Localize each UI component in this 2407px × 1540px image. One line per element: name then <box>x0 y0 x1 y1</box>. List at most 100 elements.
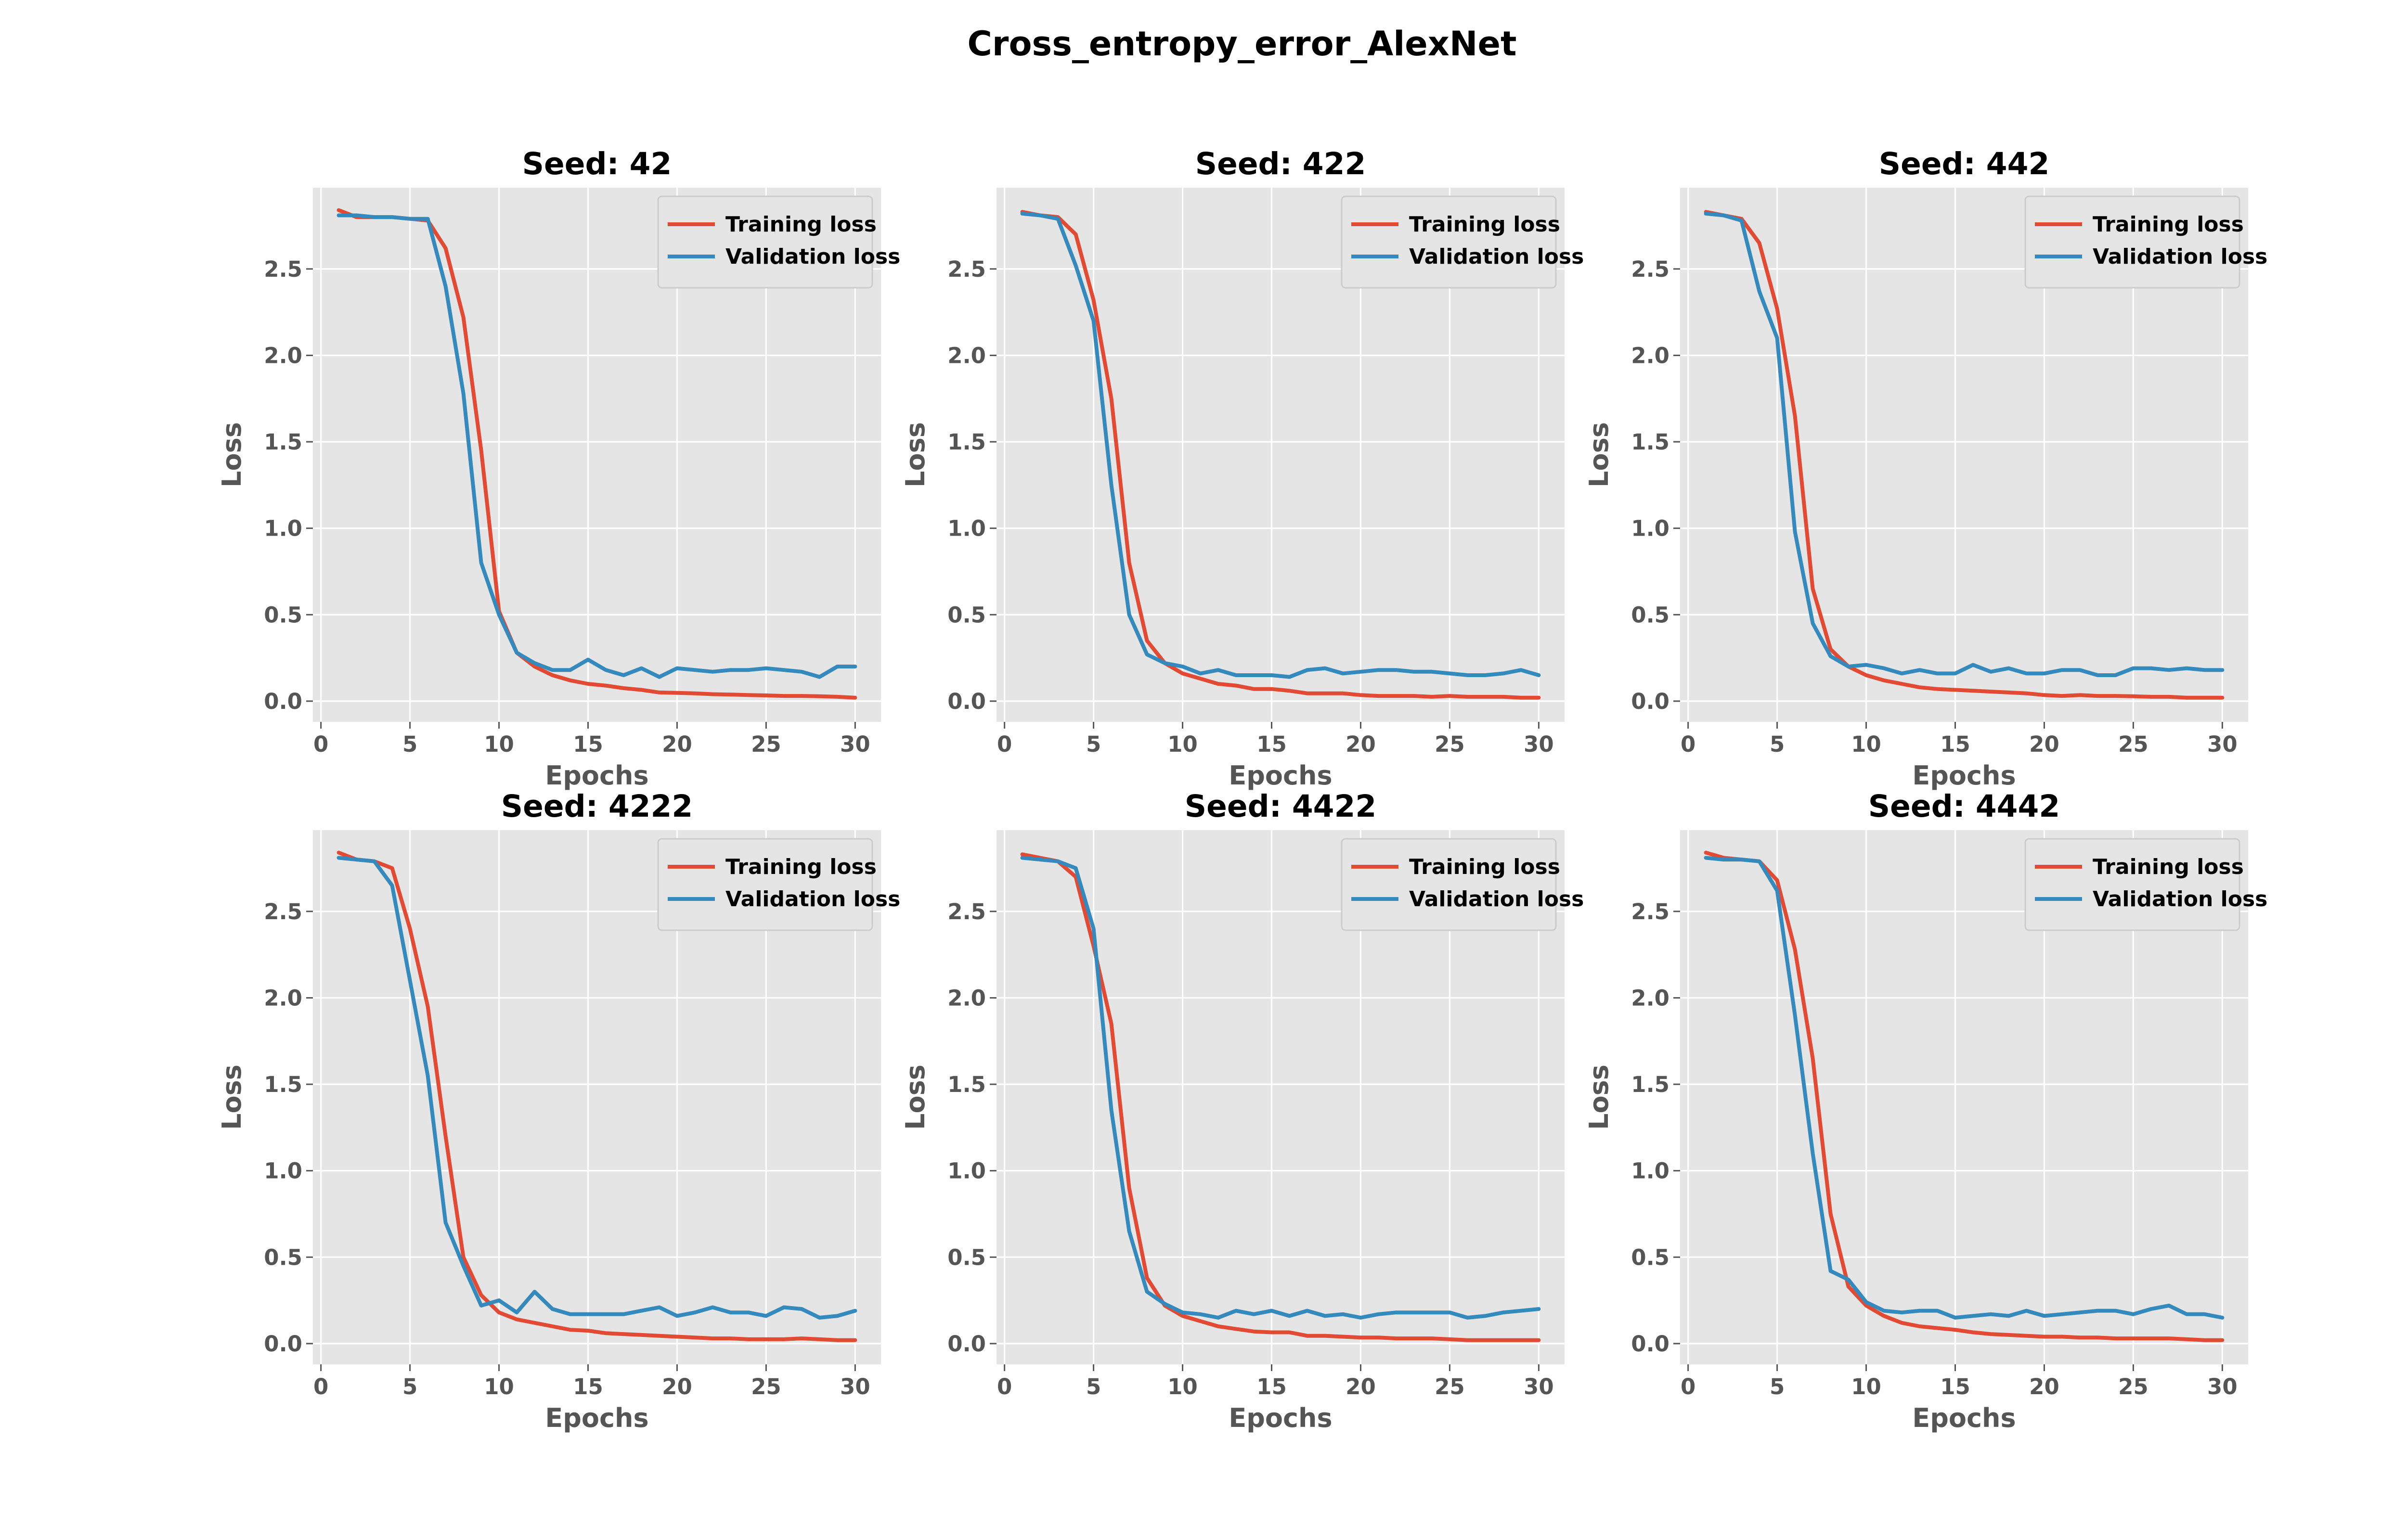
x-tick-label: 0 <box>313 1374 328 1399</box>
y-axis-label: Loss <box>217 422 247 488</box>
y-tick-label: 2.5 <box>1631 257 1669 282</box>
x-tick-label: 25 <box>751 732 781 757</box>
gridlines <box>313 830 881 1364</box>
x-tick-label: 25 <box>1435 1374 1465 1399</box>
x-tick-label: 5 <box>1086 1374 1101 1399</box>
y-tick-label: 2.0 <box>264 985 302 1011</box>
y-tick-label: 1.5 <box>264 429 302 455</box>
y-tick-label: 0.5 <box>947 1245 986 1270</box>
legend-label: Training loss <box>2093 855 2244 879</box>
y-axis-label: Loss <box>217 1065 247 1130</box>
x-tick-label: 10 <box>1851 1374 1881 1399</box>
training-loss-line <box>1704 210 2225 700</box>
subplot-title: Seed: 42 <box>522 146 672 181</box>
y-axis-label: Loss <box>1584 1065 1614 1130</box>
x-tick-label: 30 <box>840 1374 870 1399</box>
y-tick-label: 0.5 <box>947 602 986 628</box>
y-tick-label: 1.0 <box>1631 1158 1669 1184</box>
legend-label: Training loss <box>2093 212 2244 237</box>
subplot-grid: 0 5 10 15 20 25 30 0.0 0.5 1.0 1.5 2.0 2.5 Seed: 42 Ep… <box>217 146 2267 1433</box>
figure-title: Cross_entropy_error_AlexNet <box>968 24 1517 64</box>
x-tick-label: 20 <box>2029 1374 2059 1399</box>
subplot-2: 0 5 10 15 20 25 30 0.0 0.5 1.0 1.5 2.0 2.5 Seed: 422 E… <box>900 146 1584 791</box>
legend: Training loss Validation loss <box>657 195 900 289</box>
x-tick-label: 30 <box>2207 1374 2238 1399</box>
y-tick-label: 0.5 <box>1631 1245 1669 1270</box>
y-tick-label: 1.5 <box>947 1072 986 1097</box>
validation-loss-line <box>336 856 857 1320</box>
y-tick-label: 2.5 <box>264 899 302 924</box>
x-tick-label: 15 <box>1940 1374 1970 1399</box>
x-tick-label: 30 <box>2207 732 2238 757</box>
x-tick-label: 15 <box>1940 732 1970 757</box>
y-tick-label: 2.5 <box>264 257 302 282</box>
legend: Training loss Validation loss <box>2024 838 2267 931</box>
x-axis-label: Epochs <box>1229 760 1332 791</box>
x-tick-label: 0 <box>313 732 328 757</box>
y-axis-label: Loss <box>900 422 931 488</box>
y-tick-label: 0.0 <box>264 1331 302 1357</box>
legend-label: Training loss <box>1409 855 1560 879</box>
subplot-title: Seed: 4222 <box>501 789 693 824</box>
x-axis-label: Epochs <box>545 760 648 791</box>
subplot-title: Seed: 422 <box>1195 146 1366 181</box>
legend-label: Training loss <box>725 212 877 237</box>
x-tick-label: 0 <box>1681 1374 1695 1399</box>
y-tick-label: 2.5 <box>947 257 986 282</box>
x-tick-label: 25 <box>2118 732 2148 757</box>
legend: Training loss Validation loss <box>657 838 900 931</box>
y-tick-label: 0.5 <box>1631 602 1669 628</box>
training-loss-line <box>336 850 857 1342</box>
x-tick-label: 5 <box>1086 732 1101 757</box>
x-tick-label: 25 <box>2118 1374 2148 1399</box>
training-loss-line <box>1020 852 1541 1342</box>
x-tick-label: 15 <box>1256 732 1287 757</box>
legend-box <box>657 195 873 289</box>
legend-label: Validation loss <box>725 887 900 911</box>
gridlines <box>1680 188 2248 722</box>
y-tick-label: 1.0 <box>264 516 302 541</box>
y-tick-label: 2.5 <box>947 899 986 924</box>
y-tick-label: 0.5 <box>264 1245 302 1270</box>
y-tick-label: 1.0 <box>947 1158 986 1184</box>
x-tick-label: 20 <box>2029 732 2059 757</box>
subplot-title: Seed: 442 <box>1879 146 2050 181</box>
subplot-6: 0 5 10 15 20 25 30 0.0 0.5 1.0 1.5 2.0 2.5 Seed: 4442… <box>1584 789 2267 1433</box>
legend-label: Validation loss <box>2093 244 2267 269</box>
y-tick-label: 2.0 <box>1631 343 1669 368</box>
training-loss-line <box>1704 850 2225 1342</box>
legend-box <box>657 838 873 931</box>
x-tick-label: 25 <box>751 1374 781 1399</box>
y-tick-label: 2.0 <box>1631 985 1669 1011</box>
x-axis-label: Epochs <box>545 1403 648 1433</box>
x-tick-label: 15 <box>1256 1374 1287 1399</box>
x-tick-label: 5 <box>402 1374 417 1399</box>
legend: Training loss Validation loss <box>2024 195 2267 289</box>
x-tick-label: 30 <box>840 732 870 757</box>
y-tick-label: 0.0 <box>947 689 986 714</box>
x-tick-label: 0 <box>997 1374 1012 1399</box>
y-tick-label: 1.5 <box>947 429 986 455</box>
y-axis-label: Loss <box>1584 422 1614 488</box>
x-tick-label: 10 <box>1167 1374 1198 1399</box>
x-tick-label: 15 <box>573 1374 603 1399</box>
x-axis-label: Epochs <box>1912 760 2016 791</box>
legend-label: Validation loss <box>725 244 900 269</box>
x-tick-label: 5 <box>1770 732 1785 757</box>
x-tick-label: 20 <box>1346 732 1376 757</box>
x-tick-label: 25 <box>1435 732 1465 757</box>
validation-loss-line <box>1020 856 1541 1320</box>
x-tick-label: 0 <box>997 732 1012 757</box>
x-axis-label: Epochs <box>1912 1403 2016 1433</box>
y-tick-label: 1.5 <box>1631 1072 1669 1097</box>
x-tick-label: 20 <box>662 1374 692 1399</box>
y-axis-label: Loss <box>900 1065 931 1130</box>
x-tick-label: 10 <box>484 732 514 757</box>
x-tick-label: 30 <box>1524 732 1554 757</box>
legend-box <box>2024 195 2240 289</box>
validation-loss-line <box>1704 211 2225 677</box>
x-tick-label: 20 <box>1346 1374 1376 1399</box>
subplot-title: Seed: 4442 <box>1868 789 2060 824</box>
x-tick-label: 15 <box>573 732 603 757</box>
